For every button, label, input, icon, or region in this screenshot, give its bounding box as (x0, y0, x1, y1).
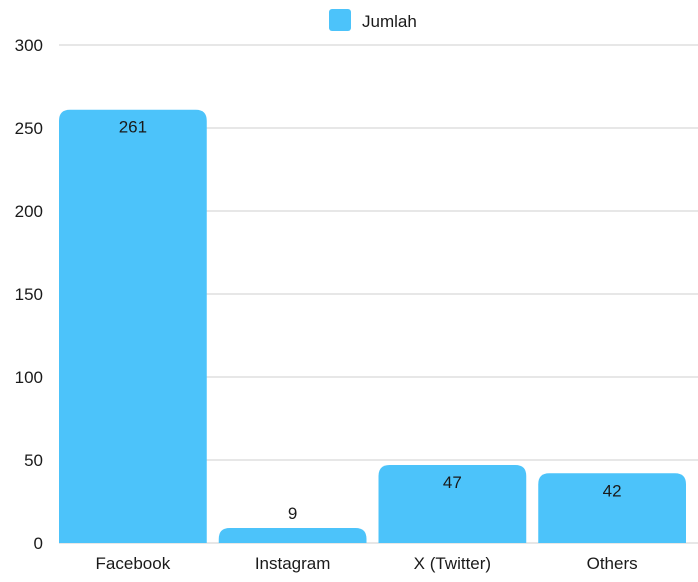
data-label: 42 (603, 481, 622, 500)
x-tick-label: Facebook (96, 554, 171, 573)
bar-others[interactable] (538, 473, 686, 543)
x-axis-ticks: Facebook Instagram X (Twitter) Others (96, 554, 638, 573)
y-tick-label: 50 (24, 451, 43, 470)
legend-swatch (329, 9, 351, 31)
legend[interactable]: Jumlah (329, 9, 417, 31)
data-label: 9 (288, 504, 297, 523)
legend-label: Jumlah (362, 12, 417, 31)
y-tick-label: 0 (34, 534, 43, 553)
data-labels: 261 9 47 42 (119, 118, 622, 523)
y-tick-label: 100 (15, 368, 43, 387)
bar-x-twitter[interactable] (378, 464, 527, 543)
bar-instagram[interactable] (218, 528, 367, 543)
y-axis-ticks: 0 50 100 150 200 250 300 (15, 36, 43, 553)
bar-facebook[interactable] (59, 109, 207, 544)
x-tick-label: Others (587, 554, 638, 573)
bars (59, 109, 686, 544)
data-label: 261 (119, 118, 147, 137)
data-label: 47 (443, 473, 462, 492)
y-tick-label: 150 (15, 285, 43, 304)
y-tick-label: 300 (15, 36, 43, 55)
y-tick-label: 200 (15, 202, 43, 221)
y-tick-label: 250 (15, 119, 43, 138)
x-tick-label: Instagram (255, 554, 331, 573)
x-tick-label: X (Twitter) (414, 554, 491, 573)
